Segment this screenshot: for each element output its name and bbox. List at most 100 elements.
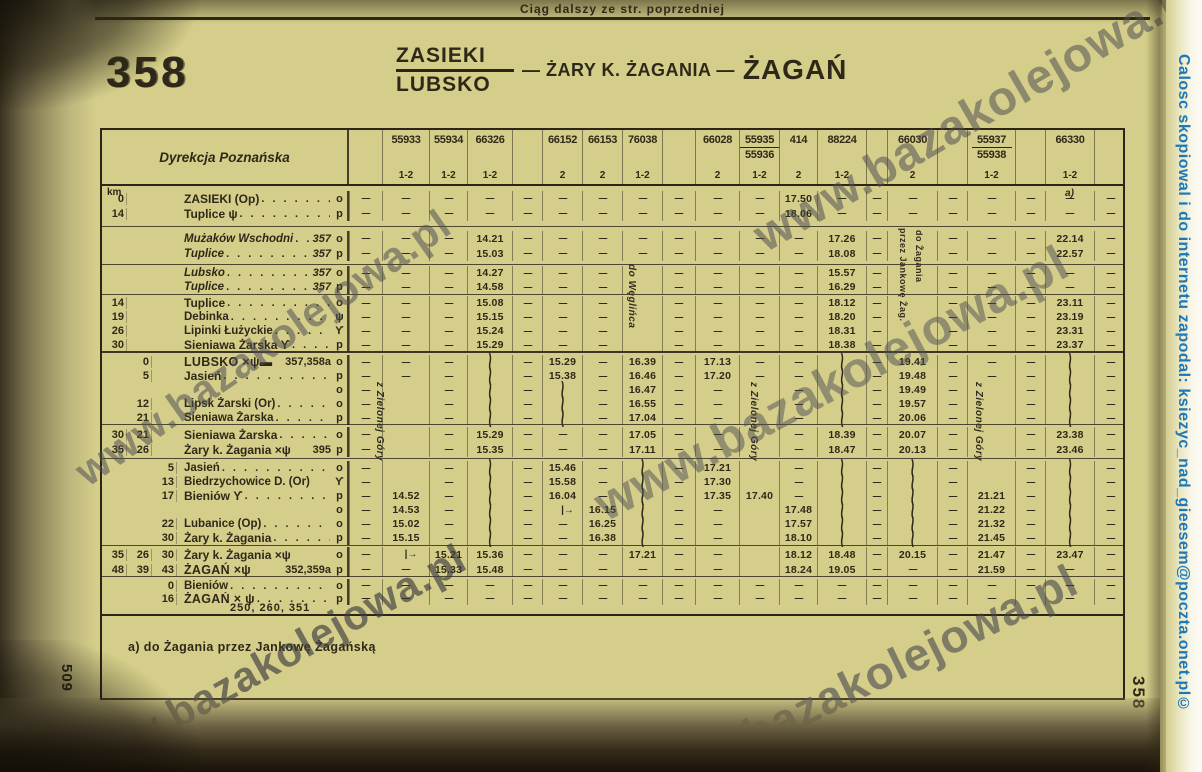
time-cell: [739, 547, 779, 562]
no-service-dash: —: [713, 564, 722, 575]
page-edge-shadow-left: [0, 0, 96, 772]
station-name: Tuplice: [184, 296, 226, 310]
no-service-dash: —: [755, 233, 764, 244]
time-cell: —: [512, 475, 542, 489]
time-cell: —: [779, 338, 817, 352]
time-cell: [887, 296, 937, 310]
no-service-dash: —: [361, 518, 371, 530]
time-cell: —: [937, 592, 967, 605]
time-cell: —: [1094, 442, 1127, 457]
time-cell: —: [349, 296, 382, 310]
no-service-dash: —: [674, 339, 684, 351]
time-cell: —: [382, 324, 429, 338]
time-cell: —: [1094, 310, 1127, 324]
time-value: 15.29: [476, 339, 504, 351]
time-cell: —: [1015, 266, 1045, 280]
dotted-leader: [263, 518, 330, 530]
dotted-leader: [275, 325, 330, 337]
no-service-dash: —: [558, 267, 567, 279]
through-line-squiggle: ≀: [487, 506, 493, 540]
time-cell: 15.33: [429, 562, 467, 577]
time-cell: —: [582, 442, 622, 457]
time-cell: —: [739, 246, 779, 261]
time-value: 17.26: [828, 232, 856, 245]
time-cell: —: [695, 442, 739, 457]
no-service-dash: —: [948, 476, 957, 488]
train-column-header: 66028 2: [695, 130, 739, 184]
km-value: 35: [106, 443, 127, 456]
arrival-departure-marker: p: [336, 281, 343, 293]
no-service-dash: —: [674, 476, 684, 488]
no-service-dash: —: [837, 208, 847, 219]
time-cell: —: [1094, 489, 1127, 503]
time-cell: [739, 411, 779, 425]
time-cell: —: [542, 280, 582, 294]
time-value: 18.08: [828, 247, 856, 260]
time-cell: —: [739, 266, 779, 280]
no-service-dash: —: [444, 281, 453, 293]
direction-label: Dyrekcja Poznańska: [159, 149, 290, 165]
no-service-dash: —: [361, 193, 371, 204]
time-cell: —: [662, 338, 695, 352]
station-name: ZASIEKI (Op): [184, 191, 260, 206]
time-cell: —: [349, 475, 382, 489]
time-cell: 19.05: [817, 562, 866, 577]
no-service-dash: —: [361, 325, 371, 337]
no-service-dash: —: [444, 311, 453, 323]
time-cell: —: [512, 338, 542, 352]
time-cell: —: [349, 324, 382, 338]
no-service-dash: —: [401, 297, 411, 309]
time-cell: 15.57: [817, 266, 866, 280]
through-line-squiggle: ≀: [839, 344, 845, 378]
arrival-departure-marker: o: [336, 518, 343, 530]
time-cell: ≀: [1045, 389, 1094, 417]
time-cell: ≀: [1045, 453, 1094, 481]
split-line: [971, 147, 1012, 148]
station-name: Żary k. Żagania: [184, 531, 272, 545]
time-cell: [739, 517, 779, 531]
time-cell: 15.15: [382, 531, 429, 545]
no-service-dash: —: [361, 549, 371, 560]
km-value: 0: [152, 579, 177, 592]
time-cell: —: [382, 562, 429, 577]
train-number-pair: 55935 55936: [740, 134, 779, 161]
time-cell: 21.32: [967, 517, 1015, 531]
time-value: 17.20: [703, 370, 732, 382]
km-value: 14: [106, 297, 127, 309]
timetable-section: 0 Bieniów o — — — — — — — — — — — — — — — — — — — — 16 ŻAGAŃ × ψ…: [102, 576, 1123, 614]
station-cell: 35 26 Żary k. Żagania ×ψ 395 p: [102, 442, 349, 457]
no-service-dash: —: [872, 412, 882, 424]
no-service-dash: —: [1026, 356, 1035, 368]
time-cell: —: [512, 579, 542, 592]
time-cell: 23.31: [1045, 324, 1094, 338]
no-service-dash: —: [598, 490, 607, 502]
time-cell: —: [937, 338, 967, 352]
time-cell: 16.15: [582, 503, 622, 517]
km-column-label: km: [107, 187, 122, 198]
time-cell: —: [1015, 475, 1045, 489]
through-line-squiggle: ≀: [487, 358, 493, 392]
km-value: 17: [152, 490, 177, 502]
through-line-squiggle: ≀: [910, 492, 915, 526]
time-cell: —: [512, 191, 542, 206]
train-number: 66030: [897, 134, 928, 146]
time-cell: —: [349, 592, 382, 605]
station-cell: Tuplice 357 p: [102, 280, 349, 294]
no-service-dash: —: [444, 267, 453, 279]
arrival-departure-marker: o: [336, 398, 343, 410]
time-cell: [622, 310, 662, 324]
time-cell: —: [1015, 411, 1045, 425]
no-service-dash: —: [444, 233, 453, 244]
time-cell: 18.20: [817, 310, 866, 324]
time-cell: —: [937, 489, 967, 503]
no-service-dash: —: [755, 267, 764, 279]
time-cell: —: [937, 369, 967, 383]
time-cell: 15.29: [467, 338, 512, 352]
time-cell: 18.08: [817, 246, 866, 261]
time-cell: —: [662, 206, 695, 221]
time-cell: [739, 562, 779, 577]
time-cell: —: [429, 489, 467, 503]
no-service-dash: —: [361, 356, 371, 368]
no-service-dash: —: [401, 281, 411, 293]
station-cell: 22 Lubanice (Op) o: [102, 517, 349, 531]
